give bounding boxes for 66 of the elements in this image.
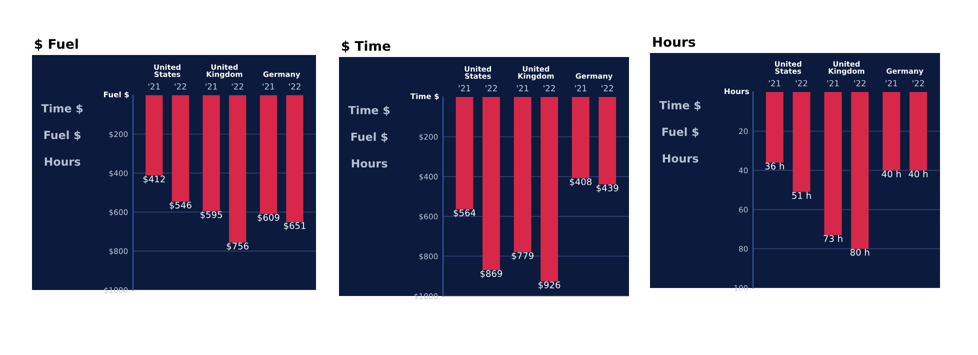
data-label: 36 h [765, 162, 784, 170]
bar [514, 96, 532, 252]
text: '21 [516, 85, 528, 92]
series-label: '22 [174, 83, 186, 90]
data-label: 40 h [882, 170, 901, 178]
text: '22 [912, 80, 924, 86]
data-label: $869 [480, 270, 502, 278]
series-label: '22 [796, 80, 808, 86]
bar [202, 95, 220, 212]
data-label: 73 h [824, 234, 842, 242]
bar [456, 96, 474, 210]
data-label: $564 [454, 209, 476, 218]
data-label: $412 [143, 175, 165, 184]
bar [792, 92, 810, 192]
series-label: '21 [769, 80, 780, 86]
bar [766, 92, 784, 162]
text: '22 [544, 85, 555, 92]
text: Hours [44, 158, 80, 166]
text: '21 [886, 80, 898, 86]
chart-title: $ Fuel [34, 38, 78, 51]
chart-title: $ Time [342, 40, 390, 53]
text: Time $ [41, 104, 83, 114]
text: Fuel $ [351, 132, 388, 142]
bar [229, 95, 246, 242]
text: '22 [232, 83, 244, 90]
bar [598, 96, 616, 184]
text: Fuel $ [44, 130, 81, 141]
data-label: 80 h [850, 248, 870, 256]
data-label: 40 h [908, 170, 928, 178]
text: Fuel $ [662, 127, 699, 138]
bar [851, 92, 869, 249]
data-label: $609 [258, 214, 280, 222]
bar [260, 95, 278, 214]
text: '21 [827, 80, 839, 86]
text: '22 [289, 83, 300, 90]
data-label: $408 [570, 178, 592, 186]
chart-title: Hours [653, 37, 696, 47]
data-label: $595 [200, 211, 222, 220]
bar [540, 96, 558, 282]
text: '21 [206, 83, 217, 90]
data-label: $439 [596, 184, 618, 193]
data-label: $779 [512, 252, 534, 260]
text: Hours [662, 154, 698, 163]
text: Time $ [348, 106, 390, 116]
bar [172, 95, 190, 202]
text: Hours [352, 159, 388, 168]
bar [882, 92, 900, 170]
data-label: $756 [226, 242, 249, 251]
text: '22 [854, 80, 866, 86]
bar [910, 92, 928, 170]
bar [824, 92, 842, 235]
text: '22 [602, 85, 613, 92]
text: '21 [575, 85, 586, 92]
bar [146, 95, 163, 176]
series-label: '21 [458, 85, 470, 92]
data-label: 51 h [792, 192, 811, 199]
bar [286, 95, 304, 222]
data-label: $546 [170, 202, 192, 210]
data-label: $651 [284, 222, 306, 230]
data-label: $926 [538, 281, 560, 290]
bar [572, 96, 590, 178]
text: '21 [262, 83, 274, 90]
text: Time $ [659, 100, 701, 111]
series-label: '22 [486, 85, 497, 92]
bar [482, 96, 500, 270]
series-label: '21 [148, 83, 160, 90]
